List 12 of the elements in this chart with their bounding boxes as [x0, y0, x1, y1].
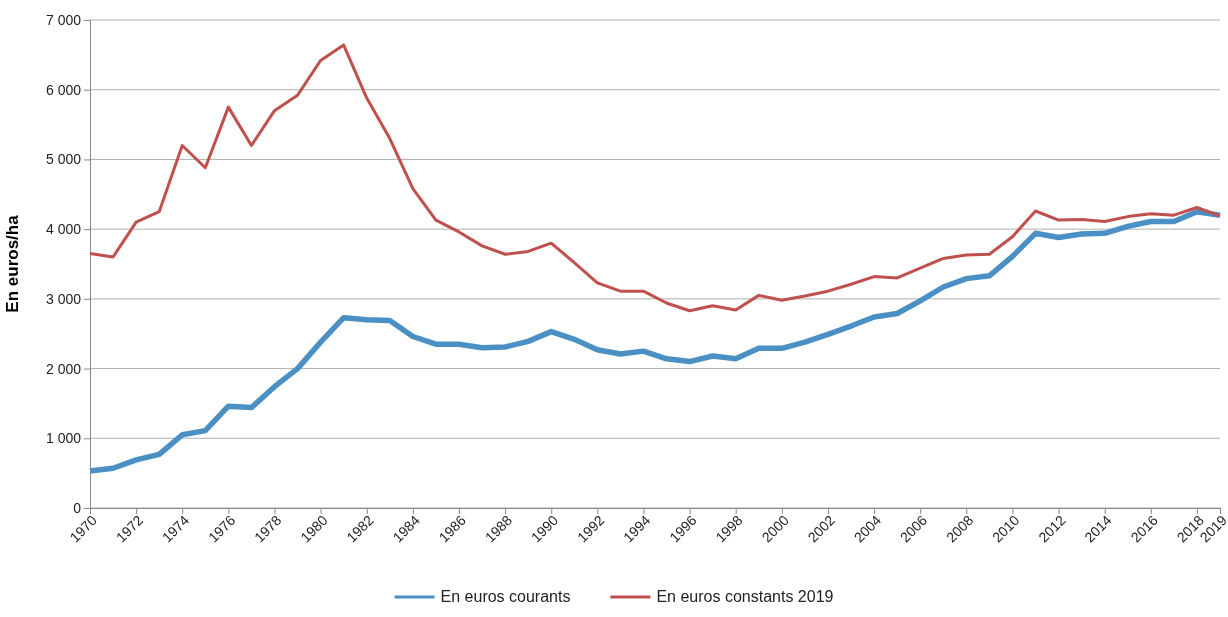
- y-tick-label: 4 000: [45, 221, 82, 238]
- y-tick-label: 5 000: [45, 151, 82, 168]
- y-tick-label: 6 000: [45, 81, 82, 98]
- y-axis-title: En euros/ha: [3, 214, 22, 313]
- y-tick-label: 7 000: [45, 11, 82, 28]
- y-tick-label: 2 000: [45, 360, 82, 377]
- legend-label: En euros courants: [440, 588, 571, 605]
- y-tick-label: 3 000: [45, 290, 82, 307]
- legend-label: En euros constants 2019: [656, 588, 834, 605]
- line-series: [88, 43, 1222, 313]
- y-tick-label: 0: [73, 499, 82, 516]
- y-tick-label: 1 000: [45, 430, 82, 447]
